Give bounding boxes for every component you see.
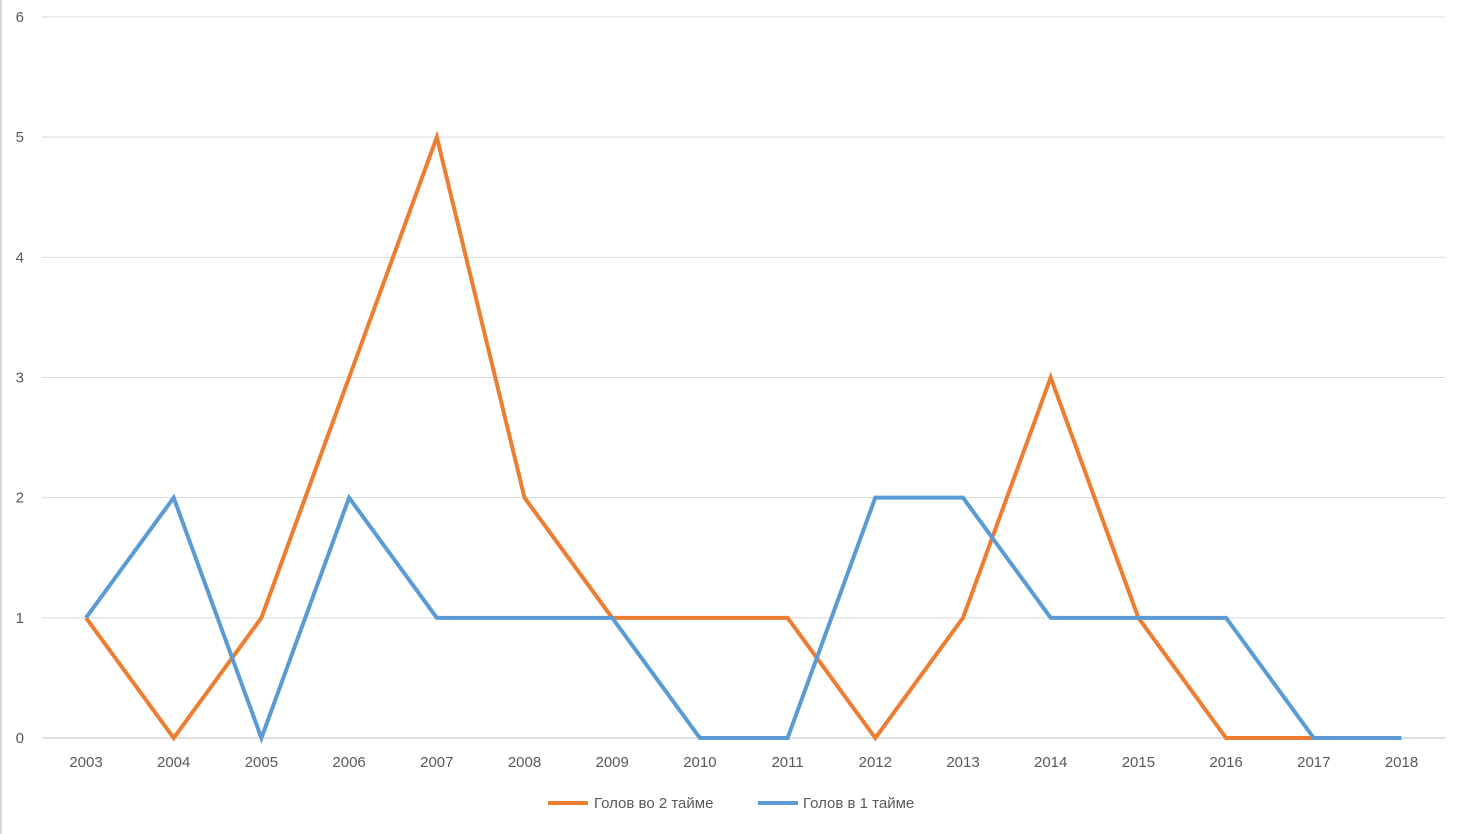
x-axis-ticks: 2003 2004 2005 2006 2007 2008 2009 2010 2011 2012… — [69, 754, 1418, 771]
series-line-1 — [84, 130, 1402, 742]
y-tick-label: 1 — [16, 610, 24, 627]
y-tick-label: 2 — [16, 490, 24, 507]
x-tick-label: 2013 — [946, 754, 979, 771]
legend-label: Голов во 2 тайме — [594, 795, 713, 812]
y-axis-ticks: 0 1 2 3 4 5 6 — [16, 9, 24, 747]
y-tick-label: 3 — [16, 370, 24, 387]
x-tick-label: 2009 — [596, 754, 629, 771]
x-tick-label: 2006 — [332, 754, 365, 771]
gridlines — [42, 16, 1445, 739]
x-tick-label: 2004 — [157, 754, 190, 771]
x-tick-label: 2011 — [771, 754, 803, 771]
x-tick-label: 2017 — [1297, 754, 1330, 771]
x-tick-label: 2015 — [1122, 754, 1155, 771]
y-tick-label: 6 — [16, 9, 24, 26]
x-tick-label: 2012 — [859, 754, 892, 771]
x-tick-label: 2014 — [1034, 754, 1067, 771]
y-tick-label: 4 — [16, 249, 24, 266]
x-tick-label: 2016 — [1209, 754, 1242, 771]
x-tick-label: 2007 — [420, 754, 453, 771]
x-tick-label: 2010 — [683, 754, 716, 771]
x-tick-label: 2003 — [69, 754, 102, 771]
legend: Голов во 2 тайме Голов в 1 тайме — [548, 795, 914, 812]
legend-label: Голов в 1 тайме — [803, 795, 914, 812]
series-lines — [84, 130, 1402, 744]
y-tick-label: 0 — [16, 730, 24, 747]
x-tick-label: 2018 — [1385, 754, 1418, 771]
series-line-2 — [84, 493, 1402, 744]
x-tick-label: 2005 — [245, 754, 278, 771]
y-tick-label: 5 — [16, 129, 24, 146]
x-tick-label: 2008 — [508, 754, 541, 771]
